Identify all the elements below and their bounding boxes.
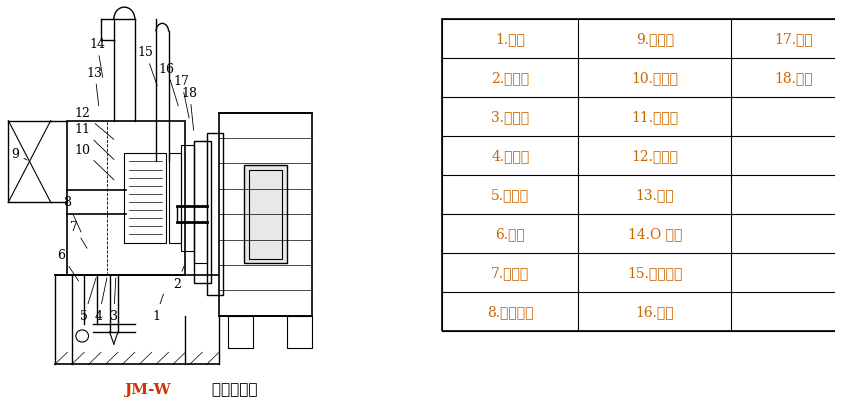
- Bar: [249, 170, 282, 259]
- Text: 6.手柄: 6.手柄: [496, 227, 525, 241]
- Text: 3: 3: [110, 278, 118, 322]
- Bar: [228, 316, 253, 348]
- Text: 1: 1: [152, 294, 164, 322]
- Bar: [207, 134, 223, 296]
- Text: 18: 18: [182, 87, 197, 131]
- Text: 7: 7: [70, 220, 87, 249]
- Text: 17: 17: [174, 75, 189, 119]
- Text: 5.循环管: 5.循环管: [491, 188, 529, 202]
- Text: 16.壳体: 16.壳体: [636, 305, 674, 318]
- Text: 4: 4: [95, 278, 107, 322]
- Text: 2: 2: [173, 266, 185, 290]
- Text: 14.O 型圈: 14.O 型圈: [628, 227, 682, 241]
- Text: 15: 15: [137, 46, 157, 87]
- Text: 9: 9: [11, 147, 27, 161]
- Text: 10: 10: [74, 143, 114, 180]
- Text: 13.刻度: 13.刻度: [636, 188, 674, 202]
- Text: 卧式胶体磨: 卧式胶体磨: [207, 382, 257, 396]
- Text: 12.静磨盘: 12.静磨盘: [631, 149, 679, 163]
- Text: 14: 14: [89, 38, 105, 78]
- Text: 2.电动机: 2.电动机: [491, 71, 529, 85]
- Bar: [169, 154, 181, 243]
- Text: 1.底座: 1.底座: [496, 32, 525, 46]
- Text: 3.排漏口: 3.排漏口: [491, 110, 529, 124]
- Text: 12: 12: [74, 107, 114, 140]
- Bar: [287, 316, 312, 348]
- Text: 13: 13: [87, 66, 103, 107]
- Text: 6: 6: [57, 249, 78, 281]
- Bar: [194, 142, 207, 263]
- Text: 15.机械密封: 15.机械密封: [627, 266, 683, 279]
- Text: 8.冷却接头: 8.冷却接头: [487, 305, 534, 318]
- Text: 18.端盖: 18.端盖: [774, 71, 813, 85]
- Bar: [125, 154, 167, 243]
- Bar: [194, 142, 211, 284]
- Bar: [244, 166, 287, 263]
- Text: 8: 8: [63, 196, 81, 232]
- Bar: [443, 20, 843, 331]
- Bar: [219, 113, 312, 316]
- Text: 5: 5: [80, 278, 96, 322]
- Text: JM-W: JM-W: [124, 382, 171, 396]
- Text: 10.旋叶刀: 10.旋叶刀: [631, 71, 679, 85]
- Text: 16: 16: [158, 62, 179, 107]
- Text: 9.加料斗: 9.加料斗: [636, 32, 674, 46]
- Text: 11: 11: [74, 123, 114, 160]
- Text: 17.轴承: 17.轴承: [774, 32, 813, 46]
- Bar: [181, 146, 194, 251]
- Text: 4.出料口: 4.出料口: [491, 149, 529, 163]
- Text: 7.调节盘: 7.调节盘: [491, 266, 529, 279]
- Text: 11.动磨盘: 11.动磨盘: [631, 110, 679, 124]
- Bar: [67, 122, 185, 275]
